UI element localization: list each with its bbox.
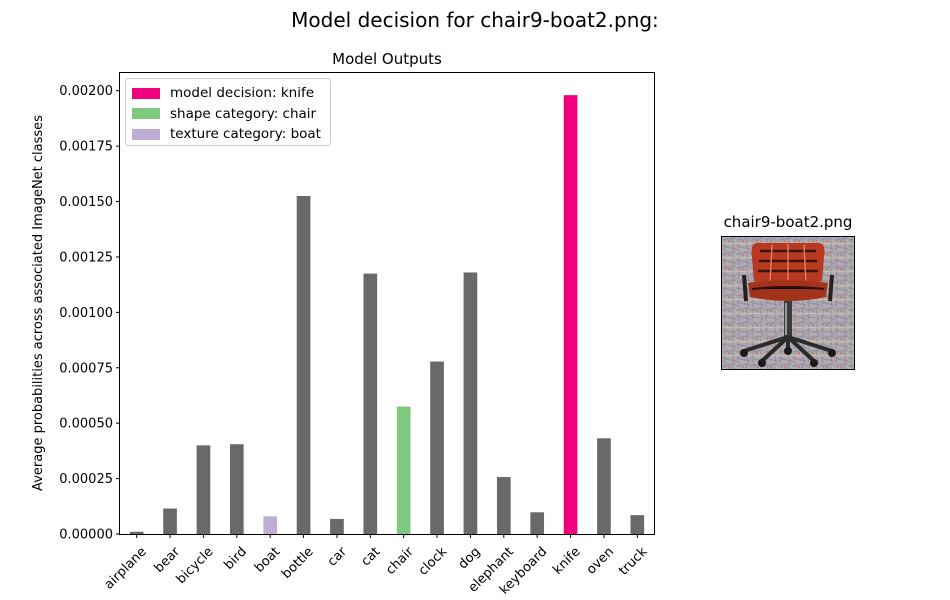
- y-tick-label-8: 0.00200: [59, 84, 113, 99]
- chart-title: Model Outputs: [332, 50, 442, 68]
- plot-frame: [119, 72, 655, 535]
- bar-knife: [563, 95, 578, 534]
- x-tick-label-oven: oven: [584, 544, 617, 577]
- y-tick-label-6: 0.00150: [59, 195, 113, 210]
- x-tick-label-knife: knife: [550, 544, 583, 577]
- x-tick-label-chair: chair: [383, 544, 417, 578]
- legend-label-decision: model decision: knife: [170, 85, 314, 102]
- x-tick-label-bottle: bottle: [279, 544, 316, 581]
- y-ticks: 0.00000 0.00025 0.00050 0.00075 0.00100 0.001…: [59, 84, 120, 543]
- bar-elephant: [496, 477, 511, 534]
- y-tick-label-3: 0.00075: [59, 361, 113, 376]
- x-tick-label-cat: cat: [358, 544, 383, 569]
- x-tick-label-dog: dog: [456, 544, 484, 572]
- y-tick-label-0: 0.00000: [59, 528, 113, 543]
- legend-label-shape: shape category: chair: [170, 105, 317, 122]
- chair-photo-thumbnail: [721, 236, 855, 370]
- y-tick-label-5: 0.00125: [59, 250, 113, 265]
- bar-oven: [597, 438, 611, 534]
- legend-swatch-shape: [132, 108, 160, 120]
- bar-dog: [463, 272, 478, 534]
- y-tick-label-2: 0.00050: [59, 417, 113, 432]
- y-tick-label-4: 0.00100: [59, 306, 113, 321]
- bar-bear: [163, 508, 177, 534]
- bar-airplane: [129, 531, 144, 534]
- legend-item-decision: model decision: knife: [132, 83, 330, 104]
- legend-label-texture: texture category: boat: [170, 126, 321, 143]
- bar-bottle: [296, 196, 311, 534]
- x-tick-label-airplane: airplane: [102, 544, 150, 592]
- chair-photo-icon: [722, 237, 854, 369]
- bar-chair: [396, 406, 411, 534]
- x-tick-label-bird: bird: [221, 544, 249, 572]
- legend-item-shape: shape category: chair: [132, 104, 330, 125]
- image-title: chair9-boat2.png: [723, 213, 853, 231]
- bar-clock: [430, 361, 444, 534]
- x-tick-label-car: car: [325, 544, 351, 570]
- x-tick-label-truck: truck: [616, 544, 651, 579]
- bar-bicycle: [196, 445, 211, 534]
- bars-group: [129, 95, 645, 534]
- bar-car: [330, 518, 344, 534]
- bar-truck: [630, 515, 645, 534]
- bar-cat: [363, 273, 378, 534]
- x-tick-label-bicycle: bicycle: [174, 544, 217, 587]
- y-axis-label: Average probabilities across associated …: [31, 115, 46, 491]
- legend-swatch-texture: [132, 128, 160, 140]
- figure-title: Model decision for chair9-boat2.png:: [291, 8, 659, 32]
- legend: model decision: knife shape category: ch…: [125, 78, 331, 146]
- y-tick-label-7: 0.00175: [59, 140, 113, 155]
- y-tick-label-1: 0.00025: [59, 472, 113, 487]
- x-tick-label-clock: clock: [416, 544, 451, 579]
- legend-item-texture: texture category: boat: [132, 124, 330, 145]
- bar-boat: [263, 516, 278, 534]
- bar-bird: [229, 444, 244, 534]
- legend-swatch-decision: [132, 87, 160, 99]
- bar-keyboard: [530, 512, 545, 534]
